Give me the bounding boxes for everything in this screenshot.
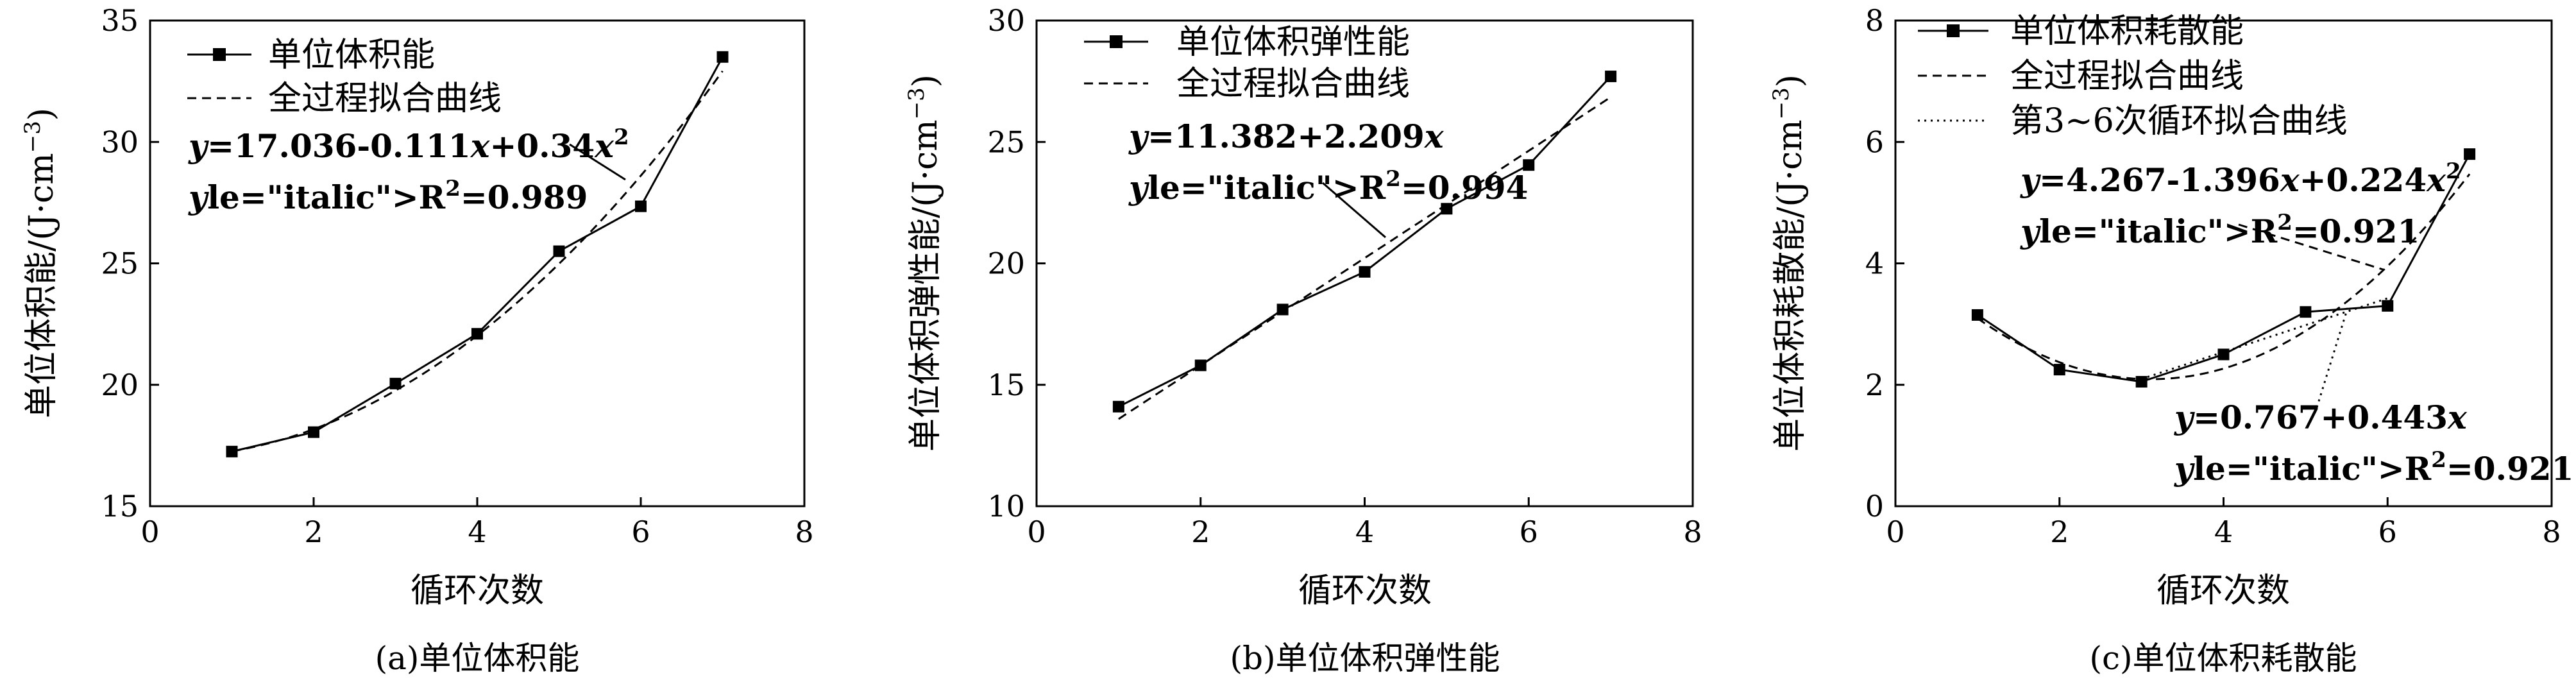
panel-c-y-tick-label: 4 [1865,246,1884,281]
panel-a-legend-marker [213,48,226,61]
panel-b-y-tick-label: 15 [987,368,1025,402]
panel-c-data-point [2217,348,2230,361]
panel-c-legend: 单位体积耗散能 全过程拟合曲线 第3~6次循环拟合曲线 [1918,12,2348,141]
panel-a-data-point [635,200,647,212]
panel-c-data-point [2464,148,2476,160]
panel-a-fit-r2: yle="italic">R2=0.989 [188,176,588,216]
panel-a-fit-equation: y=17.036-0.111x+0.34x2 [188,124,629,165]
panel-a-annotation-leader [569,143,626,181]
panel-b-elastic-energy-density: 0 2 4 6 8 10 15 20 25 30 循环次数 单位体积弹性能/(J·cm−3) (… [904,3,1702,677]
panel-a-fit-curve [232,70,724,452]
panel-b-data-point [1112,400,1124,413]
panel-c-y-tick-label: 6 [1865,124,1884,159]
panel-b-data-point [1605,71,1617,83]
panel-a-data-point [716,51,729,63]
panel-c-x-tick-label: 6 [2378,515,2397,549]
panel-b-legend-label-fit: 全过程拟合曲线 [1176,65,1410,103]
panel-b-y-ticks: 10 15 20 25 30 [987,3,1046,524]
panel-b-y-axis-title: 单位体积弹性能/(J·cm−3) [904,74,945,452]
panel-c-y-tick-label: 8 [1865,3,1884,38]
panel-a-y-tick-label: 20 [101,368,139,402]
panel-a-energy-density: 0 2 4 6 8 15 20 25 30 35 循环次数 单位体积能/(J·cm−3) (a)… [20,3,814,677]
panel-b-fit-r2: yle="italic">R2=0.994 [1128,166,1528,207]
panel-b-y-tick-label: 30 [987,3,1025,38]
panel-c-y-ticks: 0 2 4 6 8 [1865,3,1904,524]
panel-a-legend: 单位体积能 全过程拟合曲线 [187,36,502,118]
panel-b-series [1112,71,1617,420]
panel-b-x-axis-title: 循环次数 [1298,572,1432,610]
panel-b-x-tick-label: 6 [1520,515,1538,549]
panel-c-annotation-leader-quadratic [2238,223,2384,271]
panel-c-legend-label-fit: 全过程拟合曲线 [2010,57,2244,96]
panel-a-x-tick-label: 8 [795,515,813,549]
panel-a-x-tick-label: 4 [468,515,486,549]
panel-a-x-axis-title: 循环次数 [411,572,544,610]
panel-b-fit-curve [1118,96,1611,420]
panel-c-data-point [2300,306,2312,318]
panel-b-x-tick-label: 0 [1027,515,1046,549]
panel-b-y-tick-label: 10 [987,489,1025,524]
panel-b-x-tick-label: 4 [1355,515,1374,549]
panel-b-y-tick-label: 25 [987,124,1025,159]
panel-a-legend-label-data: 单位体积能 [268,36,435,74]
panel-c-x-tick-label: 0 [1886,515,1904,549]
panel-c-data-point [1971,309,1983,321]
panel-c-caption: (c)单位体积耗散能 [2089,640,2357,677]
panel-a-data-point [226,445,238,457]
panel-a-y-tick-label: 15 [101,489,139,524]
panel-b-fit-equation: y=11.382+2.209x [1128,117,1445,155]
panel-c-legend-label-data: 单位体积耗散能 [2010,12,2244,51]
panel-b-data-point [1276,303,1289,316]
panel-b-x-ticks: 0 2 4 6 8 [1027,497,1702,549]
panel-b-y-tick-label: 20 [987,246,1025,281]
panel-a-y-axis-title: 单位体积能/(J·cm−3) [20,108,61,418]
panel-c-y-tick-label: 0 [1865,489,1884,524]
panel-c-x-tick-label: 4 [2214,515,2233,549]
panel-c-x-tick-label: 8 [2542,515,2561,549]
panel-c-series [1971,148,2476,388]
panel-a-y-tick-label: 30 [101,124,139,159]
panel-a-data-point [553,245,565,257]
panel-b-legend-marker [1110,35,1123,48]
panel-c-y-tick-label: 2 [1865,368,1884,402]
panel-b-data-point [1523,159,1535,171]
panel-a-data-point [389,377,402,389]
panel-b-x-tick-label: 8 [1683,515,1702,549]
panel-c-fit-r2-linear: yle="italic">R2=0.921 [2174,447,2573,488]
panel-a-caption: (a)单位体积能 [375,640,580,677]
panel-c-fit-r2-quadratic: yle="italic">R2=0.921 [2020,210,2419,250]
panel-a-legend-label-fit: 全过程拟合曲线 [268,80,502,118]
panel-a-x-tick-label: 2 [304,515,323,549]
panel-b-annotation-leader [1322,182,1386,239]
panel-c-data-point [2135,376,2148,388]
panel-c-data-point [2382,300,2394,312]
panel-c-partial-fit-curve [2141,297,2388,380]
panel-c-fit-curve [1977,173,2471,380]
panel-c-x-axis-title: 循环次数 [2157,572,2290,610]
panel-c-fit-equation-quadratic: y=4.267-1.396x+0.224x2 [2020,158,2461,199]
panel-c-x-tick-label: 2 [2050,515,2069,549]
panel-c-annotation-leader-linear [2316,307,2349,408]
panel-c-y-axis-title: 单位体积耗散能/(J·cm−3) [1768,74,1809,452]
panel-c-x-ticks: 0 2 4 6 8 [1886,497,2561,549]
panel-b-data-point [1359,266,1371,278]
panel-c-legend-marker [1947,24,1960,37]
panel-b-x-tick-label: 2 [1191,515,1210,549]
panel-a-x-tick-label: 6 [631,515,650,549]
panel-c-legend-label-partial-fit: 第3~6次循环拟合曲线 [2010,102,2348,141]
panel-b-legend: 单位体积弹性能 全过程拟合曲线 [1084,23,1410,103]
panel-a-x-ticks: 0 2 4 6 8 [140,497,814,549]
panel-b-data-point [1194,359,1207,371]
panel-a-series [226,51,729,457]
panel-c-fit-equation-linear: y=0.767+0.443x [2174,398,2468,436]
panel-b-legend-label-data: 单位体积弹性能 [1176,23,1410,62]
panel-a-y-tick-label: 35 [101,3,139,38]
panel-a-x-tick-label: 0 [140,515,159,549]
panel-b-caption: (b)单位体积弹性能 [1230,640,1500,677]
panel-c-data-point [2053,364,2065,376]
panel-c-dissipated-energy-density: 0 2 4 6 8 0 2 4 6 8 循环次数 单位体积耗散能/(J·cm−3) (c)单位体… [1768,3,2573,677]
panel-a-y-ticks: 15 20 25 30 35 [101,3,159,524]
panel-a-y-tick-label: 25 [101,246,139,281]
